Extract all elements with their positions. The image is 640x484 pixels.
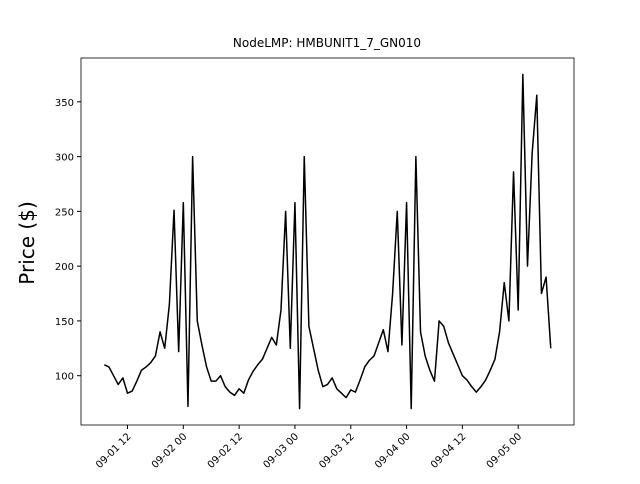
y-tick-label: 250 (55, 207, 74, 218)
y-tick-label: 300 (55, 153, 74, 164)
chart-title: NodeLMP: HMBUNIT1_7_GN010 (233, 36, 421, 50)
y-tick-label: 100 (55, 372, 74, 383)
line (103, 73, 552, 410)
y-tick-label: 150 (55, 317, 74, 328)
y-axis-label: Price ($) (15, 201, 39, 284)
y-tick-label: 200 (55, 262, 74, 273)
y-tick-label: 350 (55, 98, 74, 109)
axes-frame (80, 57, 575, 426)
